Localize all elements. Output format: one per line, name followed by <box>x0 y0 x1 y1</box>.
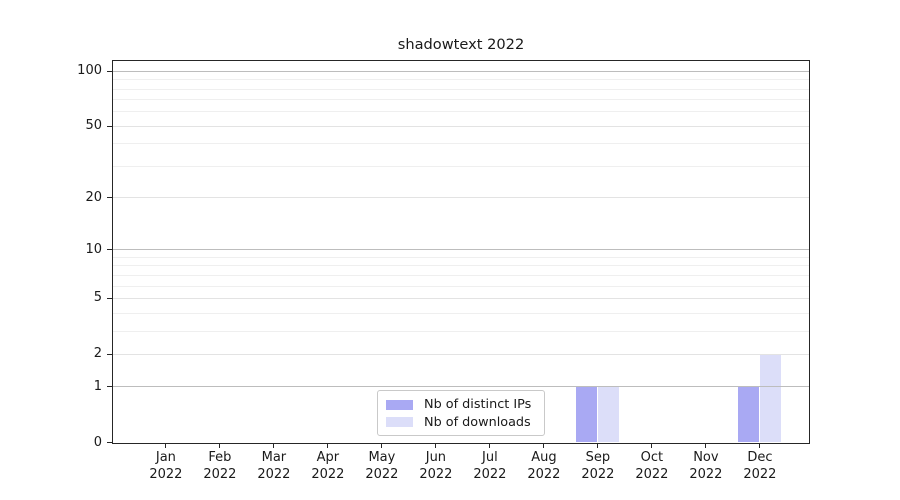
gridline-decade-1 <box>113 386 809 388</box>
gridline-minor-90 <box>113 79 809 81</box>
x-tick-label-apr: Apr 2022 <box>311 450 345 482</box>
gridline-minor-3 <box>113 330 809 332</box>
legend-label-downloads: Nb of downloads <box>424 414 531 430</box>
legend-swatch-downloads <box>386 417 413 428</box>
x-tick-label-feb: Feb 2022 <box>203 450 237 482</box>
x-tick-dec <box>759 443 761 448</box>
gridline-mid-2 <box>113 353 809 355</box>
bar-downloads-sep <box>597 386 620 443</box>
x-tick-label-aug: Aug 2022 <box>527 450 561 482</box>
gridline-decade-100 <box>113 70 809 72</box>
legend-label-distinct-ips: Nb of distinct IPs <box>424 397 532 413</box>
legend-item-downloads: Nb of downloads <box>386 414 536 432</box>
gridline-minor-8 <box>113 265 809 267</box>
gridline-minor-9 <box>113 256 809 258</box>
chart-title: shadowtext 2022 <box>397 36 525 53</box>
gridline-minor-4 <box>113 312 809 314</box>
gridline-minor-80 <box>113 88 809 90</box>
x-tick-jul <box>489 443 491 448</box>
x-tick-mar <box>273 443 275 448</box>
y-tick-label-20: 20 <box>85 189 102 205</box>
y-tick-5 <box>107 297 113 299</box>
gridline-mid-20 <box>113 197 809 199</box>
x-tick-jan <box>165 443 167 448</box>
gridline-minor-6 <box>113 285 809 287</box>
gridline-decade-10 <box>113 249 809 251</box>
legend: Nb of distinct IPs Nb of downloads <box>377 390 545 436</box>
gridline-minor-70 <box>113 99 809 101</box>
y-tick-label-0: 0 <box>93 434 102 450</box>
bar-distinct-ips-dec <box>737 386 760 443</box>
gridline-minor-7 <box>113 274 809 276</box>
x-tick-oct <box>651 443 653 448</box>
x-tick-label-may: May 2022 <box>365 450 399 482</box>
x-tick-label-sep: Sep 2022 <box>581 450 615 482</box>
x-tick-label-jul: Jul 2022 <box>473 450 507 482</box>
x-tick-label-jan: Jan 2022 <box>149 450 183 482</box>
y-tick-20 <box>107 196 113 199</box>
y-tick-50 <box>107 125 113 127</box>
gridline-mid-50 <box>113 125 809 127</box>
plot-area <box>112 60 810 444</box>
y-tick-100 <box>107 70 113 72</box>
y-tick-2 <box>107 353 113 355</box>
gridline-minor-40 <box>113 143 809 145</box>
y-tick-1 <box>107 386 113 388</box>
x-tick-feb <box>219 443 221 448</box>
y-tick-label-50: 50 <box>85 118 102 134</box>
x-tick-label-oct: Oct 2022 <box>635 450 669 482</box>
x-tick-sep <box>597 443 599 448</box>
legend-swatch-distinct-ips <box>386 399 413 410</box>
y-tick-0 <box>107 442 113 444</box>
x-tick-label-nov: Nov 2022 <box>689 450 723 482</box>
y-tick-label-100: 100 <box>77 63 102 79</box>
gridline-minor-60 <box>113 111 809 113</box>
x-tick-label-jun: Jun 2022 <box>419 450 453 482</box>
y-tick-label-5: 5 <box>93 290 102 306</box>
bar-downloads-dec <box>759 353 782 443</box>
y-tick-label-1: 1 <box>93 378 102 394</box>
x-tick-jun <box>435 443 437 448</box>
x-tick-may <box>381 443 383 448</box>
gridline-minor-30 <box>113 165 809 167</box>
plot-content <box>113 61 809 443</box>
x-tick-label-mar: Mar 2022 <box>257 450 291 482</box>
bar-distinct-ips-sep <box>575 386 598 443</box>
x-tick-aug <box>543 443 545 448</box>
x-tick-apr <box>327 443 329 448</box>
legend-item-distinct-ips: Nb of distinct IPs <box>386 396 536 414</box>
y-tick-label-10: 10 <box>85 241 102 257</box>
gridline-mid-5 <box>113 297 809 299</box>
x-tick-nov <box>705 443 707 448</box>
x-tick-label-dec: Dec 2022 <box>743 450 777 482</box>
y-tick-10 <box>107 249 113 251</box>
y-tick-label-2: 2 <box>93 346 102 362</box>
